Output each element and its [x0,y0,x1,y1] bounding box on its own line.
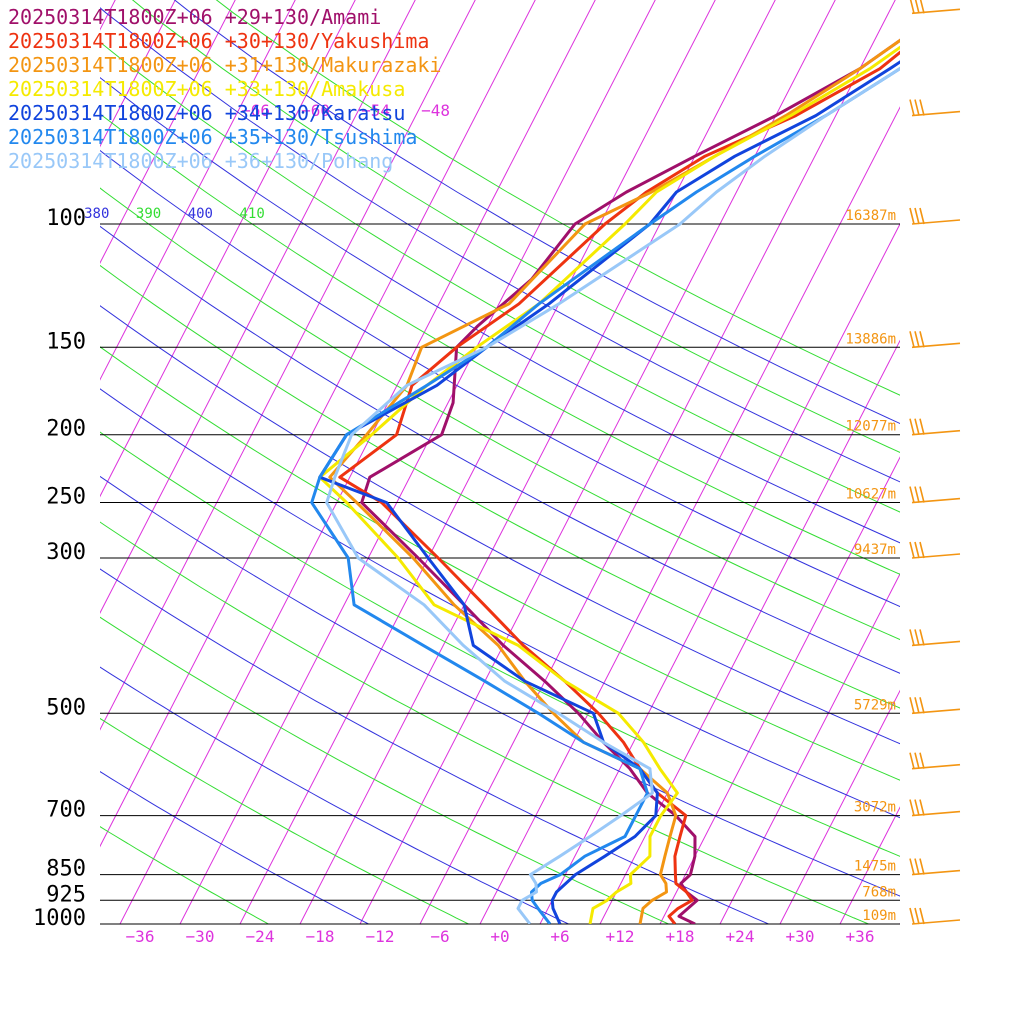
wind-barb-icon [909,858,961,876]
wind-barb-icon [909,331,961,349]
x-tick-label: −12 [366,927,395,946]
height-label: 768m [862,884,896,900]
wind-barb-icon [909,752,961,770]
temperature-series-line [360,38,900,924]
isotherm-line [899,922,900,924]
height-label: 12077m [845,419,896,435]
pressure-label: 200 [46,417,86,442]
dry-adiabat-line [100,521,869,924]
legend-entry: 20250314T1800Z+06 +34+130/Karatsu [8,101,405,125]
upper-isotherm-label: −54 [361,101,390,120]
dry-adiabat-label: 410 [240,206,265,222]
isotherm-line [100,0,296,381]
isotherm-line [599,339,900,924]
temperature-series-line [325,66,900,924]
isotherm-line [100,0,236,264]
x-tick-label: −36 [126,927,155,946]
pressure-label: 300 [46,540,86,565]
dry-adiabat-line [100,568,769,924]
x-tick-label: −30 [186,927,215,946]
height-label: 5729m [854,697,896,713]
isotherm-line [100,0,176,148]
isotherm-line [659,456,900,924]
pressure-label: 850 [46,857,86,882]
pressure-label: 250 [46,485,86,510]
temperature-series-line [310,66,900,924]
upper-isotherm-labels: −66 −60 −54 −48 [241,101,450,120]
dry-adiabat-label: 390 [136,206,161,222]
isotherm-line [539,222,900,924]
isotherm-line [719,572,900,924]
wind-barbs [909,0,961,925]
upper-isotherm-label: −66 [241,101,270,120]
pressure-label: 150 [46,329,86,354]
x-axis-tick-labels: −36 −30 −24 −18 −12 −6 +0 +6 +12 +18 +24 +30 +36 [126,927,875,946]
temperature-profiles [310,38,900,924]
wind-barb-icon [909,486,961,504]
height-label: 109m [862,908,896,924]
wind-barb-icon [909,418,961,436]
pressure-label: 1000 [33,906,86,931]
x-tick-label: +6 [550,927,569,946]
x-tick-label: −6 [430,927,449,946]
x-tick-label: +24 [726,927,755,946]
legend-entry: 20250314T1800Z+06 +29+130/Amami [8,5,381,29]
height-label: 3072m [854,800,896,816]
isotherm-line [779,689,900,924]
wind-barb-icon [909,0,961,15]
x-tick-label: +12 [606,927,635,946]
legend: 20250314T1800Z+06 +29+130/Amami20250314T… [8,5,441,173]
legend-entry: 20250314T1800Z+06 +30+130/Yakushima [8,29,429,53]
x-tick-label: +30 [786,927,815,946]
legend-entry: 20250314T1800Z+06 +31+130/Makurazaki [8,53,441,77]
temperature-series-line [338,50,900,924]
wind-barb-icon [909,629,961,647]
height-label: 9437m [854,542,896,558]
height-label: 10627m [845,487,896,503]
dry-adiabat-labels: 380 390 400 410 [84,206,265,222]
pressure-label: 100 [46,206,86,231]
x-tick-label: +0 [490,927,509,946]
upper-isotherm-label: −48 [421,101,450,120]
wind-barb-icon [909,207,961,225]
dry-adiabat-line [100,771,369,924]
dry-adiabat-label: 400 [188,206,213,222]
pressure-label: 700 [46,798,86,823]
dry-adiabat-line [100,616,669,924]
height-label: 13886m [845,331,896,347]
dry-adiabat-line [100,717,469,924]
wind-barb-icon [909,907,961,925]
dry-adiabat-line [100,666,569,924]
legend-entry: 20250314T1800Z+06 +35+130/Tsushima [8,125,417,149]
isobar-grid: 100 16387m 150 13886m 200 12077m 250 10627m 300 9… [33,206,900,931]
x-tick-label: −24 [246,927,275,946]
temperature-series-line [318,45,900,924]
height-label: 16387m [845,208,896,224]
wind-barb-icon [909,541,961,559]
x-tick-label: +18 [666,927,695,946]
dry-adiabat-line [100,826,269,924]
isotherm-line [839,806,900,924]
dry-adiabat-line [100,475,900,897]
legend-entry: 20250314T1800Z+06 +36+130/Pohang [8,149,393,173]
legend-entry: 20250314T1800Z+06 +33+130/Amakusa [8,77,405,101]
pressure-label: 500 [46,695,86,720]
wind-barb-icon [909,99,961,117]
temperature-series-line [318,60,900,924]
wind-barb-icon [909,697,961,715]
temperature-series-line [328,38,900,924]
x-tick-label: +36 [846,927,875,946]
upper-isotherm-label: −60 [301,101,330,120]
wind-barb-icon [909,799,961,817]
pressure-label: 925 [46,882,86,907]
height-label: 1475m [854,859,896,875]
dry-adiabat-label: 380 [84,206,109,222]
x-tick-label: −18 [306,927,335,946]
